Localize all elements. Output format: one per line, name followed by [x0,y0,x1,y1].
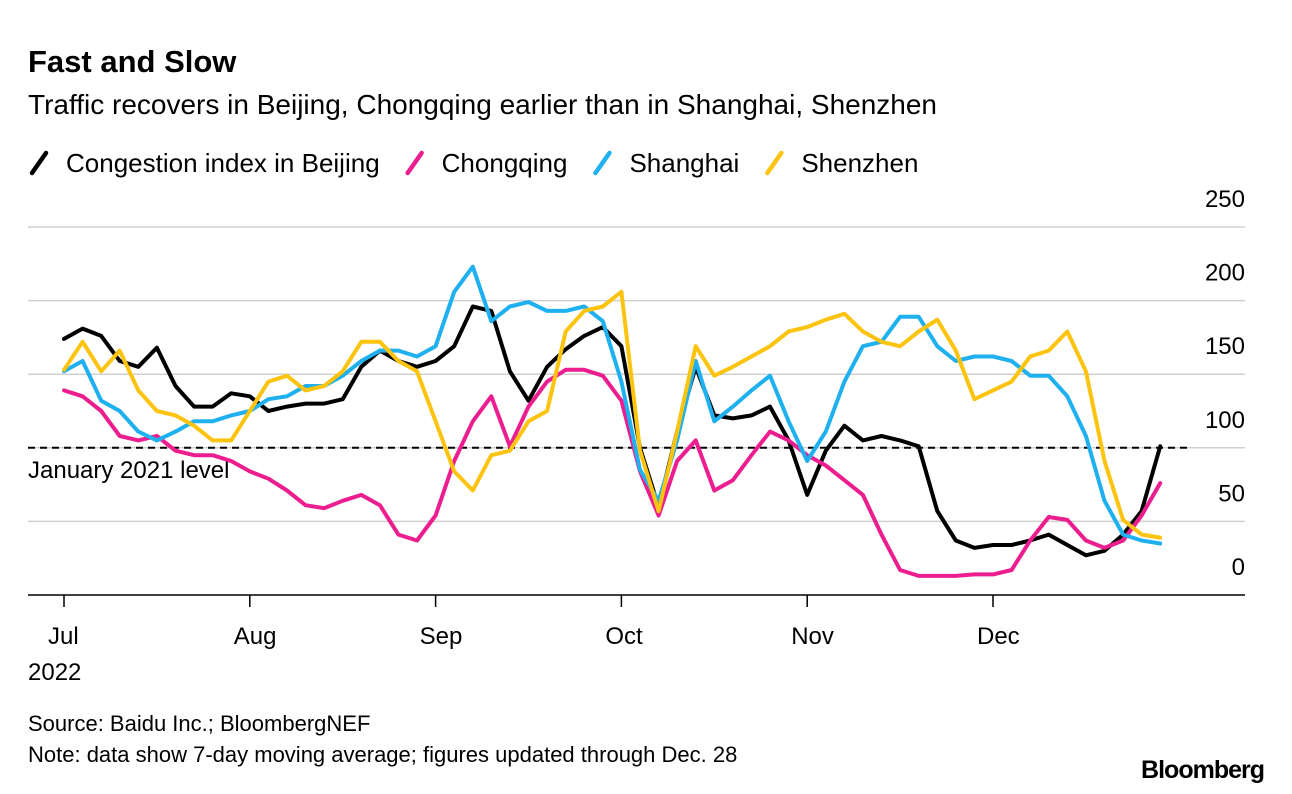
legend-label: Congestion index in Beijing [66,148,380,178]
brand: Bloomberg [1141,756,1264,784]
legend-swatch [405,150,424,176]
y-tick-label: 100 [1205,407,1245,434]
note: Note: data show 7-day moving average; fi… [28,742,737,767]
chart-subtitle: Traffic recovers in Beijing, Chongqing e… [28,89,937,120]
legend-label: Chongqing [442,148,568,178]
x-tick-label: Nov [791,623,834,650]
source: Source: Baidu Inc.; BloombergNEF [28,711,370,736]
series-line [62,304,1163,558]
series-line [62,264,1163,546]
series-line [62,367,1163,578]
legend-label: Shanghai [629,148,739,178]
x-tick-label: Aug [234,623,277,650]
reference-label: January 2021 level [28,457,229,484]
y-tick-label: 150 [1205,333,1245,360]
x-tick-label: Jul [48,623,79,650]
series-line [62,289,1163,540]
legend-swatch [593,150,612,176]
y-tick-label: 200 [1205,260,1245,287]
x-tick-label: Oct [605,623,643,650]
legend-label: Shenzhen [801,148,918,178]
x-tick-label: Sep [420,623,463,650]
x-tick-label: Dec [977,623,1020,650]
y-tick-label: 250 [1205,186,1245,213]
y-tick-label: 50 [1218,480,1245,507]
x-sublabel: 2022 [28,659,81,686]
y-tick-label: 0 [1232,554,1245,581]
legend-swatch [765,150,784,176]
legend-swatch [29,150,49,176]
chart-title: Fast and Slow [28,44,237,79]
